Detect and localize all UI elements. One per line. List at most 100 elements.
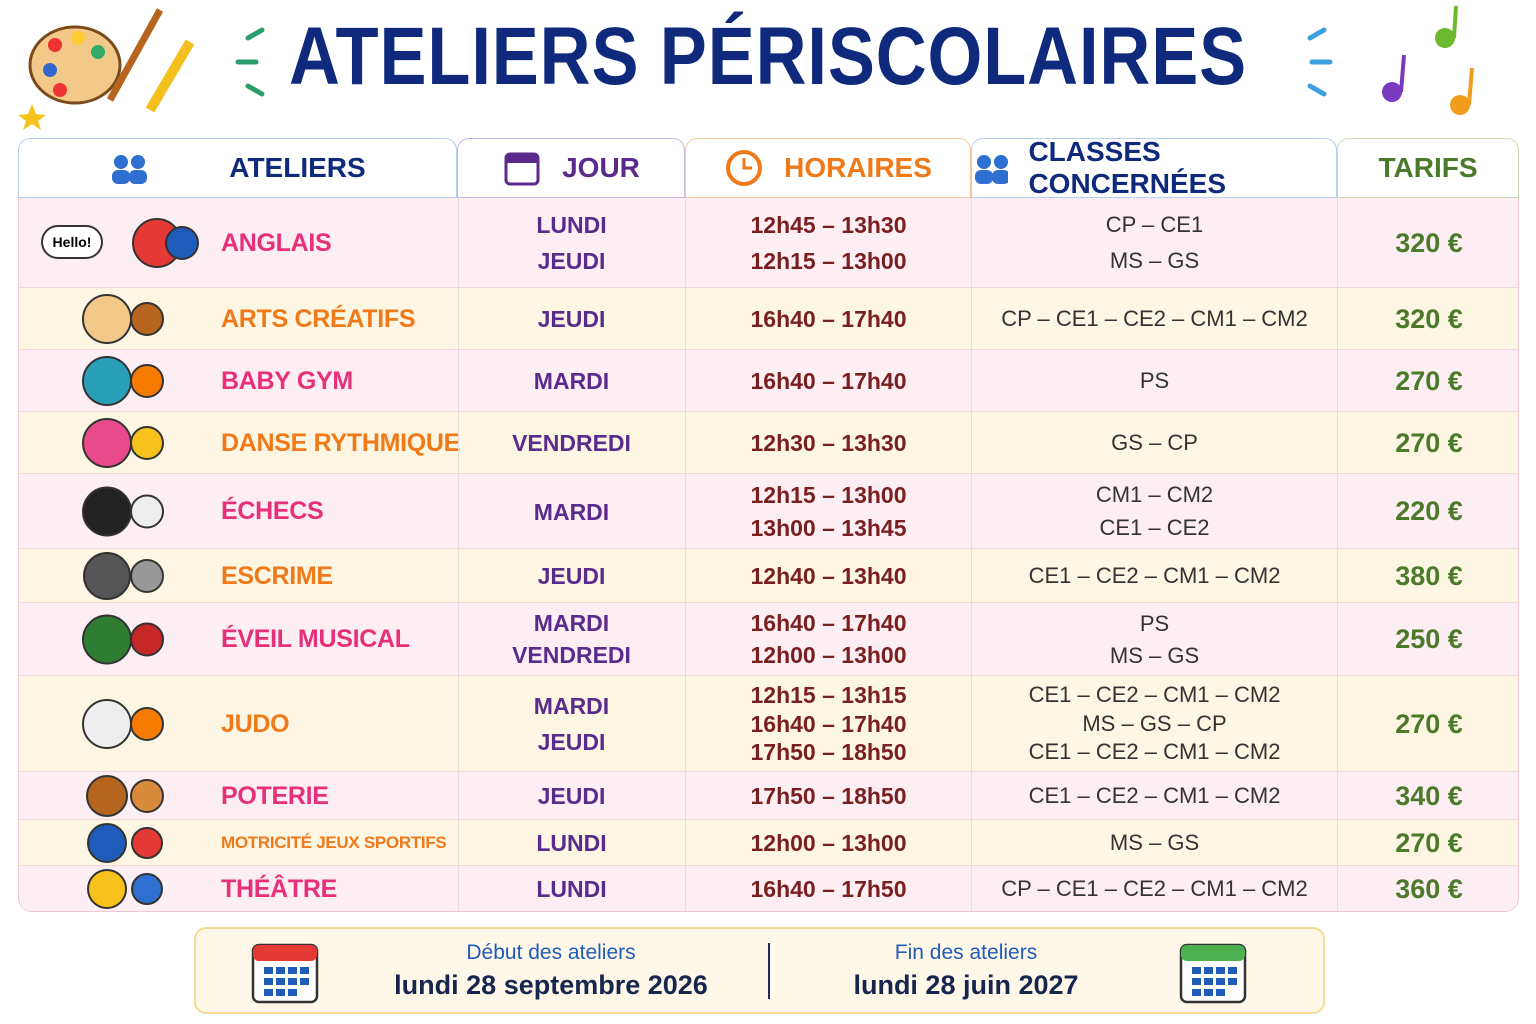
- workshop-name: ESCRIME: [221, 549, 456, 603]
- divider: [768, 943, 770, 999]
- price: 270 €: [1395, 708, 1463, 739]
- day-cell: MARDI: [458, 350, 686, 412]
- workshop-name-text: ÉCHECS: [221, 497, 324, 525]
- class-line: PS: [1139, 611, 1170, 636]
- time-line: 12h40 – 13h40: [750, 563, 907, 589]
- time-line: 16h40 – 17h50: [750, 876, 907, 902]
- workshop-name-text: MOTRICITÉ JEUX SPORTIFS: [221, 833, 447, 852]
- workshop-name-text: DANSE RYTHMIQUE: [221, 428, 461, 457]
- table-row: POTERIE JEUDI 17h50 – 18h50 CE1 – CE2 – CM1…: [19, 772, 1518, 820]
- day-line: JEUDI: [537, 729, 606, 755]
- table-row: MOTRICITÉ JEUX SPORTIFS LUNDI 12h00 – 13h0…: [19, 820, 1518, 866]
- day-cell: JEUDI: [458, 772, 686, 820]
- class-cell: CE1 – CE2 – CM1 – CM2: [972, 772, 1338, 820]
- row-icon: [82, 356, 164, 406]
- time-cell: 12h00 – 13h00: [686, 820, 972, 866]
- day-cell: JEUDI: [458, 549, 686, 603]
- start-label: Début des ateliers: [466, 941, 636, 964]
- row-icon: [82, 699, 164, 749]
- end-label: Fin des ateliers: [894, 941, 1038, 964]
- time-cell: 12h30 – 13h30: [686, 412, 972, 474]
- class-line: PS: [1139, 368, 1170, 393]
- col-sep: [458, 549, 459, 603]
- time-line: 12h00 – 13h00: [750, 641, 907, 668]
- price-cell: 270 €: [1338, 350, 1518, 412]
- class-line: CP – CE1 – CE2 – CM1 – CM2: [1001, 876, 1308, 901]
- price: 270 €: [1395, 827, 1463, 858]
- price-cell: 340 €: [1338, 772, 1518, 820]
- workshop-name: ANGLAIS: [221, 198, 456, 288]
- class-line: CE1 – CE2: [1099, 514, 1210, 540]
- table-row: DANSE RYTHMIQUE VENDREDI 12h30 – 13h30 GS –…: [19, 412, 1518, 474]
- day-line: LUNDI: [536, 830, 607, 856]
- price: 380 €: [1395, 560, 1463, 591]
- row-icon: [83, 552, 164, 600]
- day-cell: LUNDI: [458, 820, 686, 866]
- col-sep: [458, 676, 459, 772]
- time-line: 17h50 – 18h50: [750, 739, 907, 766]
- workshop-name-text: THÉÂTRE: [221, 874, 337, 903]
- footer-box: Début des ateliers lundi 28 septembre 20…: [194, 927, 1325, 1014]
- workshop-name: BABY GYM: [221, 350, 456, 412]
- time-line: 12h15 – 13h00: [750, 482, 907, 508]
- time-cell: 16h40 – 17h50: [686, 866, 972, 911]
- column-header-label: ATELIERS: [229, 152, 366, 183]
- table-row: JUDO MARDI JEUDI 12h15 – 13h15 16h40 – 17h40…: [19, 676, 1518, 772]
- column-header: ATELIERS: [18, 138, 457, 198]
- day-cell: VENDREDI: [458, 412, 686, 474]
- day-cell: MARDI VENDREDI: [458, 603, 686, 676]
- workshop-name: POTERIE: [221, 772, 456, 820]
- time-line: 16h40 – 17h40: [750, 368, 907, 394]
- workshop-name-text: POTERIE: [221, 781, 329, 810]
- price: 250 €: [1395, 624, 1463, 654]
- class-cell: CE1 – CE2 – CM1 – CM2: [972, 549, 1338, 603]
- time-line: 16h40 – 17h40: [750, 610, 907, 636]
- row-icon: [82, 418, 164, 468]
- day-cell: JEUDI: [458, 288, 686, 350]
- row-icon: [82, 294, 164, 344]
- time-line: 12h15 – 13h15: [750, 681, 907, 708]
- class-line: CE1 – CE2 – CM1 – CM2: [1028, 681, 1281, 707]
- workshop-name: ARTS CRÉATIFS: [221, 288, 456, 350]
- day-line: JEUDI: [537, 306, 606, 332]
- speech-bubble-text: Hello!: [52, 234, 92, 250]
- row-icon: [82, 614, 164, 665]
- row-icon: [82, 486, 164, 537]
- col-sep: [458, 820, 459, 866]
- row-icon: [86, 775, 164, 817]
- header-icon: [975, 155, 1009, 184]
- price-cell: 270 €: [1338, 676, 1518, 772]
- price-cell: 380 €: [1338, 549, 1518, 603]
- price: 320 €: [1395, 303, 1463, 334]
- class-cell: MS – GS: [972, 820, 1338, 866]
- workshop-name-text: ESCRIME: [221, 561, 333, 590]
- day-line: LUNDI: [536, 876, 607, 902]
- day-line: MARDI: [533, 498, 610, 525]
- class-cell: CE1 – CE2 – CM1 – CM2 MS – GS – CP CE1 – C…: [972, 676, 1338, 772]
- col-sep: [458, 350, 459, 412]
- price-cell: 220 €: [1338, 474, 1518, 549]
- table-row: THÉÂTRE LUNDI 16h40 – 17h50 CP – CE1 – CE2 …: [19, 866, 1518, 911]
- price: 320 €: [1395, 227, 1463, 258]
- row-icon: [87, 823, 163, 863]
- day-cell: LUNDI JEUDI: [458, 198, 686, 288]
- day-cell: MARDI: [458, 474, 686, 549]
- title-dashes: [1307, 27, 1333, 97]
- workshop-name-text: ÉVEIL MUSICAL: [221, 625, 410, 653]
- price: 270 €: [1395, 365, 1463, 396]
- class-line: MS – GS – CP: [1082, 710, 1227, 736]
- column-header: CLASSES CONCERNÉES: [971, 136, 1337, 199]
- col-sep: [458, 198, 459, 288]
- row-icon: [132, 218, 199, 268]
- class-cell: PS MS – GS: [972, 603, 1338, 676]
- col-sep: [458, 603, 459, 676]
- time-cell: 16h40 – 17h40 12h00 – 13h00: [686, 603, 972, 676]
- time-cell: 12h45 – 13h30 12h15 – 13h00: [686, 198, 972, 288]
- class-cell: CM1 – CM2 CE1 – CE2: [972, 474, 1338, 549]
- time-line: 12h30 – 13h30: [750, 430, 907, 456]
- header-icon: [726, 150, 763, 186]
- decorations: [18, 5, 1474, 130]
- palette-icon: [18, 8, 195, 130]
- time-cell: 17h50 – 18h50: [686, 772, 972, 820]
- time-cell: 12h15 – 13h00 13h00 – 13h45: [686, 474, 972, 549]
